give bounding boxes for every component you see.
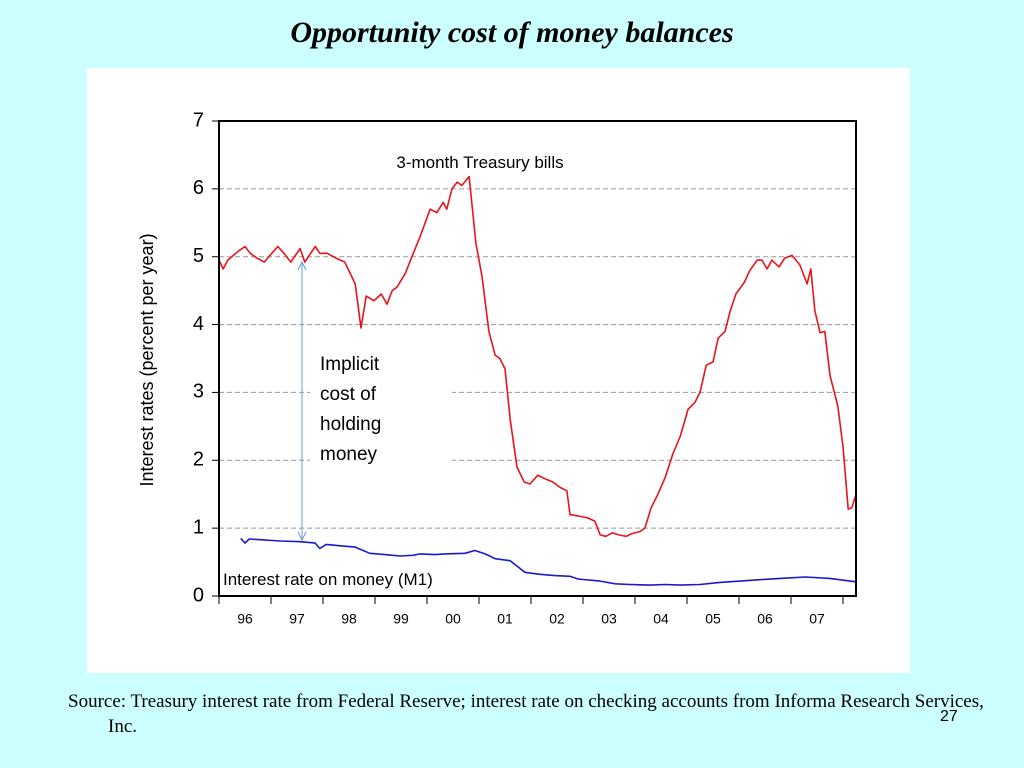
series-label: Interest rate on money (M1) [223, 570, 433, 589]
x-tick-label: 03 [601, 611, 617, 627]
annotation-text: cost of [320, 384, 377, 405]
y-axis-label: Interest rates (percent per year) [137, 233, 157, 486]
source-note: Source: Treasury interest rate from Fede… [68, 691, 984, 737]
y-tick-label: 2 [193, 449, 204, 471]
series-label: 3-month Treasury bills [396, 153, 563, 172]
series-line [218, 175, 857, 538]
y-tick-label: 1 [193, 516, 204, 538]
y-tick-label: 4 [193, 313, 204, 335]
arrow-head [297, 531, 307, 542]
x-tick-label: 98 [341, 611, 357, 627]
y-tick-label: 7 [193, 109, 204, 131]
y-tick-label: 3 [193, 381, 204, 403]
x-tick-label: 99 [393, 611, 409, 627]
x-tick-label: 04 [653, 611, 669, 627]
arrow-head [297, 260, 307, 271]
annotation-text: Implicit [320, 354, 380, 375]
page-number: 27 [940, 708, 958, 725]
x-tick-label: 01 [497, 611, 513, 627]
series-line [240, 537, 857, 586]
x-tick-label: 06 [757, 611, 773, 627]
plot-frame [218, 120, 857, 597]
annotation-box [310, 340, 452, 470]
chart-panel [87, 68, 910, 673]
y-tick-label: 0 [193, 584, 204, 606]
y-tick-label: 5 [193, 245, 204, 267]
x-tick-label: 02 [549, 611, 565, 627]
annotation-text: money [320, 444, 378, 465]
x-tick-label: 07 [809, 611, 825, 627]
x-tick-label: 05 [705, 611, 721, 627]
x-tick-label: 00 [445, 611, 461, 627]
x-tick-label: 96 [237, 611, 253, 627]
chart-title: Opportunity cost of money balances [290, 16, 733, 49]
x-tick-label: 97 [289, 611, 305, 627]
y-tick-label: 6 [193, 177, 204, 199]
annotation-text: holding [320, 414, 381, 435]
